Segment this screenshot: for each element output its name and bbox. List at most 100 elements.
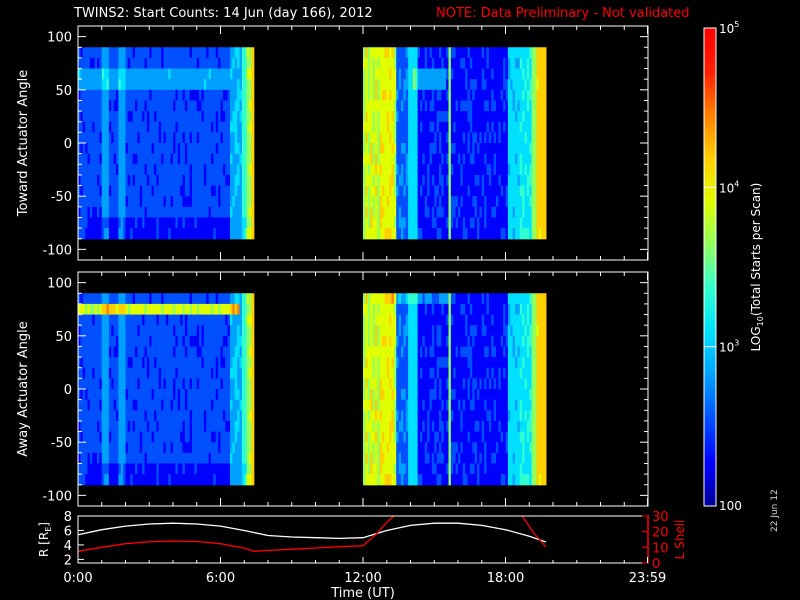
heatmap-cell xyxy=(391,442,395,454)
heatmap-cell xyxy=(408,143,412,155)
heatmap-cell xyxy=(82,399,86,411)
heatmap-cell xyxy=(241,357,245,369)
heatmap-cell xyxy=(517,143,521,155)
heatmap-cell xyxy=(123,174,127,187)
heatmap-cell xyxy=(189,367,193,379)
heatmap-cell xyxy=(365,378,369,390)
heatmap-cell xyxy=(234,111,238,123)
heatmap-cell xyxy=(429,293,433,305)
heatmap-cell xyxy=(173,463,176,475)
heatmap-cell xyxy=(139,153,143,165)
heatmap-cell xyxy=(405,206,409,219)
heatmap-cell xyxy=(249,79,252,91)
heatmap-cell xyxy=(225,206,229,219)
heatmap-cell xyxy=(135,420,138,433)
heatmap-cell xyxy=(139,431,143,443)
heatmap-cell xyxy=(448,357,452,369)
heatmap-cell xyxy=(101,357,105,369)
heatmap-cell xyxy=(500,68,504,80)
heatmap-cell xyxy=(403,335,407,348)
heatmap-cell xyxy=(78,57,81,70)
heatmap-cell xyxy=(194,463,198,475)
heatmap-cell xyxy=(455,153,459,165)
heatmap-cell xyxy=(192,442,195,454)
heatmap-cell xyxy=(135,174,138,187)
heatmap-cell xyxy=(135,111,138,123)
heatmap-cell xyxy=(443,100,447,112)
heatmap-cell xyxy=(408,121,412,133)
heatmap-cell xyxy=(382,378,385,390)
heatmap-cell xyxy=(431,346,435,358)
heatmap-cell xyxy=(541,68,545,80)
heatmap-cell xyxy=(363,228,366,240)
heatmap-cell xyxy=(120,325,124,337)
heatmap-cell xyxy=(536,185,540,197)
heatmap-cell xyxy=(393,357,397,369)
heatmap-cell xyxy=(441,442,445,454)
heatmap-cell xyxy=(446,335,450,348)
heatmap-cell xyxy=(536,228,540,240)
heatmap-cell xyxy=(106,206,110,219)
heatmap-cell xyxy=(161,378,165,390)
heatmap-cell xyxy=(460,314,464,326)
heatmap-cell xyxy=(208,206,212,219)
heatmap-cell xyxy=(113,57,117,70)
heatmap-cell xyxy=(218,357,222,369)
heatmap-cell xyxy=(389,196,393,208)
heatmap-cell xyxy=(192,303,195,316)
heatmap-cell xyxy=(139,420,143,433)
heatmap-cell xyxy=(180,357,184,369)
heatmap-cell xyxy=(446,153,450,165)
heatmap-cell xyxy=(417,452,421,465)
heatmap-cell xyxy=(213,293,217,305)
heatmap-cell xyxy=(488,196,492,208)
heatmap-cell xyxy=(201,325,205,337)
heatmap-cell xyxy=(154,367,157,379)
heatmap-cell xyxy=(460,164,464,176)
heatmap-cell xyxy=(232,378,236,390)
heatmap-cell xyxy=(372,399,376,411)
heatmap-cell xyxy=(526,121,530,133)
heatmap-cell xyxy=(484,79,488,91)
heatmap-cell xyxy=(465,196,469,208)
heatmap-cell xyxy=(465,325,469,337)
heatmap-cell xyxy=(477,228,480,240)
heatmap-cell xyxy=(123,410,127,422)
heatmap-cell xyxy=(372,389,376,401)
heatmap-cell xyxy=(192,79,195,91)
heatmap-cell xyxy=(189,378,193,390)
heatmap-cell xyxy=(101,79,105,91)
heatmap-cell xyxy=(249,68,252,80)
ylabel-toward: Toward Actuator Angle xyxy=(16,70,31,217)
heatmap-cell xyxy=(424,121,428,133)
heatmap-cell xyxy=(543,100,547,112)
heatmap-cell xyxy=(87,335,91,348)
heatmap-cell xyxy=(410,346,414,358)
heatmap-cell xyxy=(215,335,219,348)
heatmap-cell xyxy=(374,357,378,369)
heatmap-cell xyxy=(187,293,191,305)
heatmap-cell xyxy=(211,206,214,219)
heatmap-cell xyxy=(230,153,233,165)
heatmap-cell xyxy=(469,174,473,187)
heatmap-cell xyxy=(232,346,236,358)
heatmap-cell xyxy=(522,185,526,197)
heatmap-cell xyxy=(448,228,452,240)
heatmap-cell xyxy=(123,431,127,443)
heatmap-cell xyxy=(222,452,226,465)
heatmap-cell xyxy=(436,367,440,379)
heatmap-cell xyxy=(151,442,155,454)
heatmap-cell xyxy=(462,367,466,379)
heatmap-cell xyxy=(541,143,545,155)
heatmap-cell xyxy=(211,217,214,229)
heatmap-cell xyxy=(232,217,236,229)
heatmap-cell xyxy=(135,164,138,176)
heatmap-cell xyxy=(144,357,148,369)
heatmap-cell xyxy=(422,325,426,337)
heatmap-cell xyxy=(101,174,105,187)
heatmap-cell xyxy=(531,57,535,70)
heatmap-cell xyxy=(515,217,518,229)
heatmap-cell xyxy=(374,228,378,240)
heatmap-cell xyxy=(194,442,198,454)
heatmap-cell xyxy=(391,217,395,229)
